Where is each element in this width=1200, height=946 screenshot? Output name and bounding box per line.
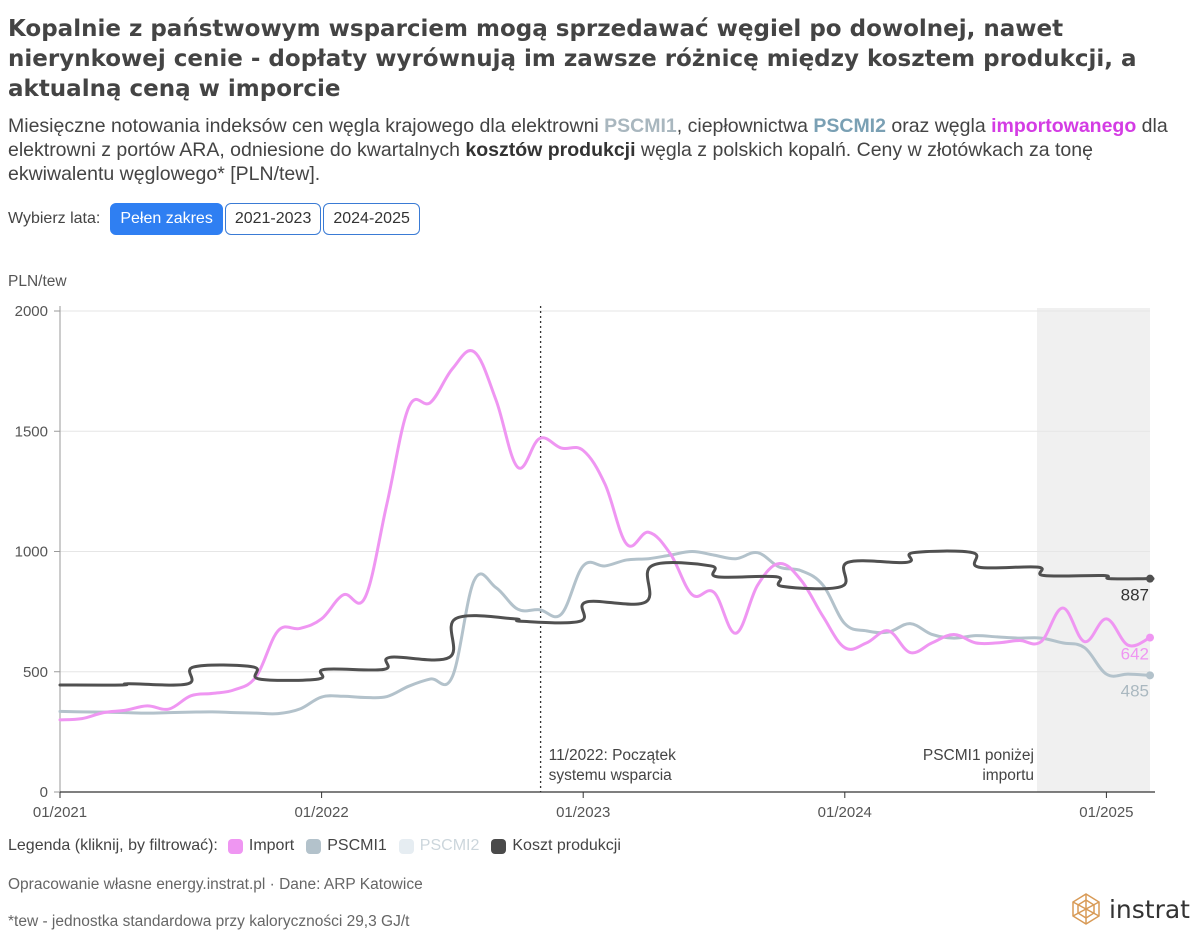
x-tick-label: 01/2021 — [33, 804, 87, 821]
legend-item-import[interactable]: Import — [227, 837, 295, 855]
end-point-cost — [1146, 574, 1154, 583]
legend-item-label: PSCMI2 — [419, 837, 480, 854]
year-filter: Wybierz lata: Pełen zakres 2021-2023 202… — [8, 202, 422, 236]
annotation-text: 11/2022: Początek — [549, 747, 676, 764]
legend-item-label: Koszt produkcji — [512, 837, 621, 854]
annotation-text: systemu wsparcia — [549, 767, 673, 784]
subtitle-text: Miesięczne notowania indeksów cen węgla … — [8, 115, 605, 137]
chart-title: Kopalnie z państwowym wsparciem mogą spr… — [8, 16, 1137, 102]
filter-button-full-range[interactable]: Pełen zakres — [110, 203, 223, 235]
subtitle-text: dla elektrowni z portów ARA, odniesione … — [8, 115, 1168, 161]
filter-button-2021-2023[interactable]: 2021-2023 — [224, 203, 322, 235]
footnote: *tew - jednostka standardowa przy kalory… — [8, 913, 410, 930]
y-tick-label: 1000 — [15, 544, 48, 561]
x-tick-label: 01/2022 — [294, 804, 348, 821]
annotation-text: PSCMI1 poniżej — [923, 747, 1034, 764]
year-filter-label: Wybierz lata: — [8, 210, 101, 227]
legend-swatch-import — [227, 838, 243, 854]
y-tick-label: 0 — [40, 784, 48, 801]
chart-subtitle: Miesięczne notowania indeksów cen węgla … — [8, 114, 1192, 186]
legend-swatch-cost — [491, 838, 507, 854]
x-tick-label: 01/2024 — [818, 804, 872, 821]
subtitle-text: oraz węgla — [885, 115, 992, 137]
end-point-import — [1146, 633, 1154, 642]
legend-item-pscmi2[interactable]: PSCMI2 — [398, 837, 480, 855]
legend: Legenda (kliknij, by filtrować): Import … — [8, 837, 633, 855]
end-label-import: 642 — [1121, 645, 1149, 664]
end-label-pscmi1: 485 — [1121, 681, 1149, 700]
y-tick-label: 1500 — [15, 423, 48, 440]
subtitle-text: , ciepłownictwa — [676, 115, 814, 137]
y-tick-label: 500 — [23, 664, 48, 681]
legend-item-pscmi1[interactable]: PSCMI1 — [306, 837, 387, 855]
end-label-cost: 887 — [1121, 586, 1149, 605]
series-line-cost — [58, 549, 1155, 687]
series-line-import — [58, 349, 1152, 722]
legend-label: Legenda (kliknij, by filtrować): — [8, 837, 218, 854]
filter-button-2024-2025[interactable]: 2024-2025 — [323, 203, 420, 235]
annotation-text: importu — [982, 767, 1034, 784]
legend-swatch-pscmi1 — [306, 838, 322, 854]
instrat-logo: instrat — [1069, 892, 1190, 926]
instrat-logo-text: instrat — [1108, 894, 1190, 924]
legend-item-cost[interactable]: Koszt produkcji — [491, 837, 621, 855]
shaded-region — [1037, 308, 1150, 792]
legend-swatch-pscmi2 — [398, 838, 414, 854]
x-tick-label: 01/2025 — [1079, 804, 1133, 821]
end-point-pscmi1 — [1146, 671, 1154, 680]
line-chart: 0 500 1000 1500 2000 PLN/tew 01/2021 01/2022 01/… — [8, 273, 1155, 821]
source-note: Opracowanie własne energy.instrat.pl · D… — [8, 876, 423, 893]
subtitle-key-import: importowanego — [991, 115, 1137, 137]
series-line-pscmi1 — [58, 550, 1152, 716]
legend-item-label: Import — [248, 837, 295, 854]
subtitle-key-cost: kosztów produkcji — [465, 139, 636, 161]
subtitle-key-pscmi2: PSCMI2 — [813, 115, 886, 137]
subtitle-text: węgla z polskich kopalń. Ceny w złotówka… — [8, 139, 1093, 185]
legend-item-label: PSCMI1 — [327, 837, 387, 854]
x-tick-label: 01/2023 — [556, 804, 610, 821]
y-axis-label: PLN/tew — [8, 273, 67, 290]
instrat-logo-icon — [1072, 893, 1100, 925]
y-tick-label: 2000 — [15, 303, 48, 320]
subtitle-key-pscmi1: PSCMI1 — [604, 115, 677, 137]
